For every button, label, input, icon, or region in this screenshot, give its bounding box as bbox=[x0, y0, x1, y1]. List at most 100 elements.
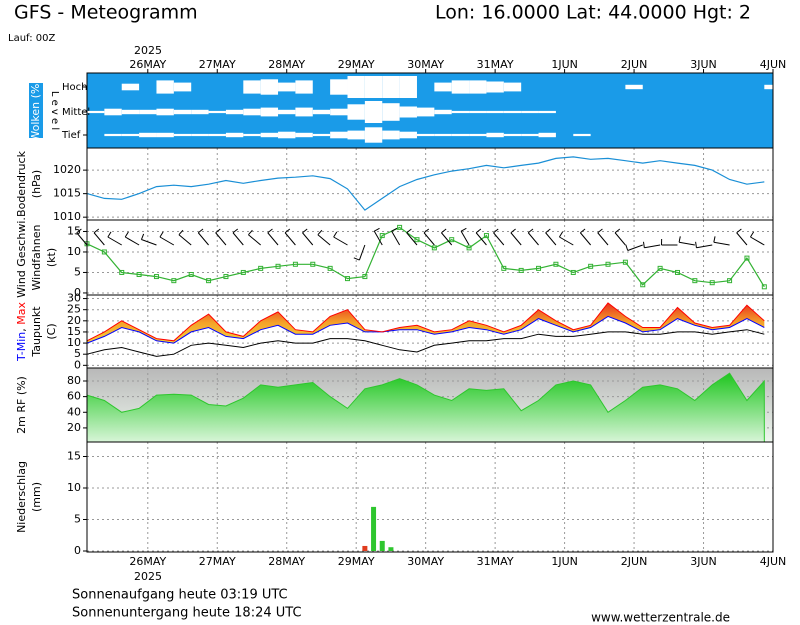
wind-barb bbox=[93, 232, 105, 246]
wind-point bbox=[570, 269, 576, 275]
wind-point bbox=[345, 276, 351, 282]
cloud-gap bbox=[139, 109, 157, 115]
cloud-gap bbox=[382, 103, 400, 121]
wind-feather bbox=[159, 231, 164, 238]
wind-barb bbox=[124, 236, 140, 246]
wind-point bbox=[449, 237, 455, 243]
wind-barb bbox=[475, 232, 487, 246]
wind-barb bbox=[373, 230, 383, 246]
y-axis-label: Wolken (%) bbox=[29, 79, 42, 141]
cloud-gap bbox=[156, 132, 174, 138]
wind-point bbox=[640, 282, 646, 288]
x-tick-label-bottom: 30MAY bbox=[407, 555, 444, 568]
y-tick-label: 5 bbox=[74, 512, 81, 525]
sunset: Sonnenuntergang heute 18:24 UTC bbox=[72, 606, 302, 621]
cloud-gap bbox=[208, 133, 226, 137]
x-tick-label-bottom: 28MAY bbox=[268, 555, 305, 568]
wind-point bbox=[501, 265, 507, 271]
wind-feather bbox=[333, 231, 338, 238]
wind-barb bbox=[460, 230, 470, 246]
cloud-gap bbox=[486, 81, 504, 93]
cloud-gap bbox=[469, 133, 487, 137]
y-axis-label-part: Max bbox=[15, 302, 28, 325]
wind-point bbox=[136, 272, 142, 278]
level-label: L e v e l bbox=[49, 91, 60, 130]
wind-point bbox=[414, 237, 420, 243]
cloud-gap bbox=[156, 80, 174, 94]
wind-point bbox=[206, 278, 212, 284]
wind-barb bbox=[713, 241, 730, 246]
wind-point bbox=[727, 278, 733, 284]
wind-feather bbox=[713, 236, 716, 243]
wind-feather bbox=[475, 228, 482, 234]
wind-point bbox=[292, 261, 298, 267]
wind-point bbox=[379, 233, 385, 239]
wind-feather bbox=[215, 228, 221, 234]
wind-point bbox=[153, 274, 159, 280]
cloud-gap bbox=[469, 110, 487, 114]
cloud-gap bbox=[312, 109, 331, 115]
wind-feather bbox=[317, 229, 323, 236]
cloud-gap bbox=[416, 107, 435, 117]
wind-feather bbox=[140, 233, 145, 240]
cloud-gap bbox=[382, 130, 400, 140]
cloud-gap bbox=[538, 132, 556, 138]
cloud-gap bbox=[503, 110, 522, 114]
year-bottom: 2025 bbox=[134, 570, 162, 583]
cloud-gap bbox=[347, 130, 365, 140]
cloud-gap bbox=[243, 133, 261, 137]
y-tick-label: 1015 bbox=[53, 187, 81, 200]
wind-feather bbox=[695, 241, 697, 248]
wind-feather bbox=[580, 228, 586, 234]
cloud-gap bbox=[191, 133, 209, 137]
y-tick-label: 15 bbox=[67, 325, 81, 338]
wind-barb bbox=[267, 232, 279, 246]
wind-barb bbox=[159, 236, 175, 246]
cloud-gap bbox=[260, 79, 279, 95]
cloud-gap bbox=[173, 109, 192, 115]
y-axis-label: Wind Geschwi. bbox=[15, 217, 28, 298]
x-tick-label-bottom: 2JUN bbox=[621, 555, 648, 568]
run: Lauf: 00Z bbox=[8, 33, 55, 44]
cloud-gap bbox=[347, 76, 365, 98]
cloud-gap bbox=[451, 80, 470, 94]
wind-barb bbox=[736, 232, 748, 246]
wind-feather bbox=[527, 228, 534, 234]
cloud-gap bbox=[295, 132, 313, 138]
cloud-gap bbox=[121, 83, 140, 91]
cloud-gap bbox=[486, 132, 504, 138]
wind-barb bbox=[107, 236, 122, 246]
wind-feather bbox=[391, 227, 398, 232]
area bbox=[86, 372, 765, 443]
y-tick-label: 10 bbox=[67, 481, 81, 494]
wind-point bbox=[188, 272, 194, 278]
wind-barb bbox=[644, 244, 661, 249]
x-tick-label-bottom: 26MAY bbox=[129, 555, 166, 568]
precip-bar bbox=[371, 506, 377, 551]
x-tick-label-top: 28MAY bbox=[268, 58, 305, 71]
y-axis-label-part: , bbox=[15, 325, 28, 332]
wind-feather bbox=[406, 228, 412, 234]
y-axis-label: Taupunkt bbox=[30, 306, 43, 358]
x-tick-label-bottom: 1JUN bbox=[551, 555, 578, 568]
panel-border bbox=[86, 219, 774, 296]
cloud-gap bbox=[295, 80, 313, 94]
cloud-gap bbox=[139, 132, 157, 138]
cloud-gap bbox=[538, 110, 556, 114]
cloud-gap bbox=[625, 84, 643, 90]
wind-barb bbox=[391, 230, 401, 246]
x-tick-label-top: 29MAY bbox=[338, 58, 375, 71]
wind-feather bbox=[302, 228, 308, 234]
wind-point bbox=[171, 278, 177, 284]
wind-point bbox=[223, 274, 229, 280]
y-tick-label: 0 bbox=[74, 544, 81, 557]
wind-barb bbox=[597, 232, 609, 246]
x-tick-label-top: 2JUN bbox=[621, 58, 648, 71]
wind-point bbox=[119, 269, 125, 275]
x-tick-label-top: 27MAY bbox=[199, 58, 236, 71]
wind-barb bbox=[248, 234, 261, 246]
x-tick-label-bottom: 4JUN bbox=[760, 555, 787, 568]
wind-feather bbox=[267, 228, 273, 234]
wind-barb bbox=[750, 236, 765, 246]
